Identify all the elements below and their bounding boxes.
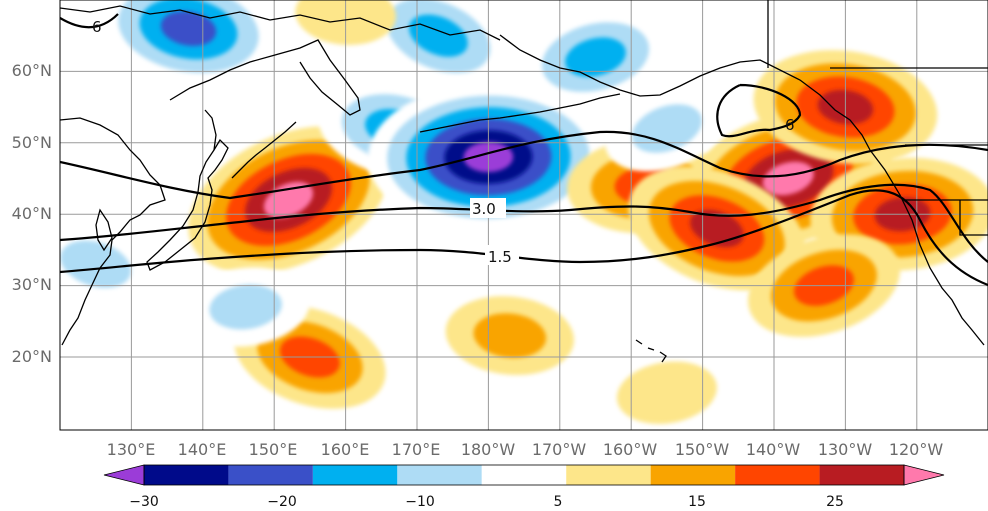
latitude-labels: 60°N 50°N 40°N 30°N 20°N xyxy=(12,61,52,366)
japan-coastline xyxy=(146,138,229,271)
colorbar-cell xyxy=(819,465,904,485)
colorbar-cell xyxy=(481,465,567,485)
anomaly-shading xyxy=(60,0,988,424)
anomaly-blob xyxy=(565,37,626,77)
anomaly-blob xyxy=(616,361,717,424)
alaska-coastline xyxy=(499,34,871,151)
anomaly-blob xyxy=(473,313,547,358)
contour-6-alaska xyxy=(716,83,802,138)
colorbar-tick-minus10: −10 xyxy=(405,494,435,510)
anomaly-blob xyxy=(209,284,282,330)
anomaly-blob xyxy=(631,104,702,153)
colorbar-cell xyxy=(566,465,651,485)
colorbar-cell xyxy=(228,465,313,485)
colorbar-tick-minus30: −30 xyxy=(129,494,159,510)
lon-label-130e: 130°E xyxy=(107,440,156,459)
lon-label-170e: 170°E xyxy=(392,440,441,459)
colorbar-cell xyxy=(397,465,482,485)
lon-label-180w: 180°W xyxy=(461,440,516,459)
contour-label-group: 3.0 1.5 6 6 xyxy=(92,18,795,266)
lat-label-20n: 20°N xyxy=(12,347,52,366)
colorbar-cell xyxy=(312,465,398,485)
colorbar-extend-high xyxy=(903,464,945,486)
contour-label-3-0: 3.0 xyxy=(472,200,496,218)
colorbar-cell xyxy=(735,465,820,485)
colorbar-cell xyxy=(144,465,229,485)
colorbar-tick-5: 5 xyxy=(554,494,563,510)
map-panel: 3.0 1.5 6 6 xyxy=(59,0,988,431)
lon-label-160w: 160°W xyxy=(603,440,658,459)
lon-label-130w: 130°W xyxy=(818,440,873,459)
contour-6-siberia xyxy=(60,13,119,29)
anomaly-blob xyxy=(690,209,744,248)
longitude-labels: 130°E 140°E 150°E 160°E 170°E 180°W 170°… xyxy=(107,440,944,459)
colorbar-outline xyxy=(143,464,905,486)
contour-label-6-east: 6 xyxy=(785,116,795,134)
lon-label-150w: 150°W xyxy=(675,440,730,459)
lon-label-140e: 140°E xyxy=(178,440,227,459)
graticule xyxy=(60,0,988,430)
korea-coastline xyxy=(95,208,113,252)
colorbar-cells xyxy=(144,465,904,485)
lon-label-160e: 160°E xyxy=(321,440,370,459)
colorbar: −30 −20 −10 5 15 25 xyxy=(103,464,945,510)
lon-label-150e: 150°E xyxy=(249,440,298,459)
asia-coastline xyxy=(60,117,166,346)
contour-label-1-5: 1.5 xyxy=(488,248,512,266)
lat-label-60n: 60°N xyxy=(12,61,52,80)
colorbar-cell xyxy=(650,465,736,485)
colorbar-tick-25: 25 xyxy=(826,494,844,510)
contour-lines xyxy=(60,13,988,287)
lon-label-140w: 140°W xyxy=(746,440,801,459)
siberia-coastline xyxy=(60,5,501,41)
kamchatka-coastline xyxy=(169,39,361,116)
colorbar-ticks: −30 −20 −10 5 15 25 xyxy=(129,494,844,510)
sakhalin-coastline xyxy=(204,109,217,151)
colorbar-tick-15: 15 xyxy=(688,494,706,510)
lon-label-170w: 170°W xyxy=(532,440,587,459)
colorbar-extend-low xyxy=(103,464,145,486)
contour-label-bg xyxy=(485,245,519,265)
north-america-coastline xyxy=(869,149,985,346)
contour-1-5 xyxy=(60,189,988,287)
map-frame xyxy=(59,0,988,431)
canada-border xyxy=(767,0,988,69)
anomaly-blob xyxy=(762,161,814,196)
contour-label-bg xyxy=(470,198,506,218)
colorbar-tick-minus20: −20 xyxy=(267,494,297,510)
kurile-islands xyxy=(231,121,297,179)
contour-label-6-west: 6 xyxy=(92,18,102,36)
anomaly-blob xyxy=(60,240,132,288)
contour-3-0-upper xyxy=(60,130,988,200)
lon-label-120w: 120°W xyxy=(889,440,944,459)
aleutian-islands xyxy=(419,93,621,133)
lat-label-50n: 50°N xyxy=(12,133,52,152)
lat-label-30n: 30°N xyxy=(12,275,52,294)
lat-label-40n: 40°N xyxy=(12,204,52,223)
hawaii-islands xyxy=(635,339,667,363)
contour-3-0 xyxy=(60,183,988,263)
